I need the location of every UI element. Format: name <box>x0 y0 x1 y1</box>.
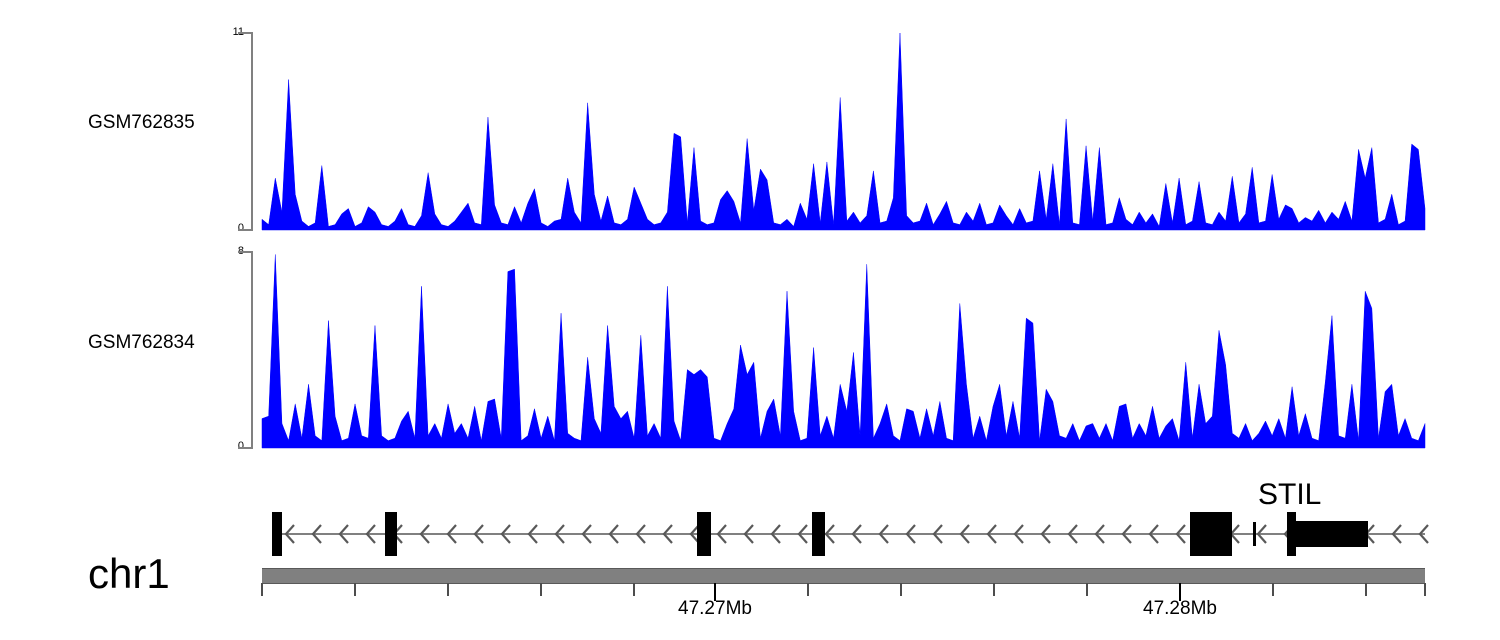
ruler-label-0: 47.27Mb <box>678 598 752 619</box>
track-label-gsm762834: GSM762834 <box>88 332 195 353</box>
ruler-label-1: 47.28Mb <box>1143 598 1217 619</box>
gene-label-stil: STIL <box>1258 478 1322 511</box>
chromosome-label: chr1 <box>88 550 170 597</box>
track-label-gsm762835: GSM762835 <box>88 112 195 133</box>
track1-axis-min: 0 <box>237 222 244 234</box>
track2-axis-min: 0 <box>237 440 244 452</box>
ruler-bar[interactable] <box>262 568 1425 584</box>
